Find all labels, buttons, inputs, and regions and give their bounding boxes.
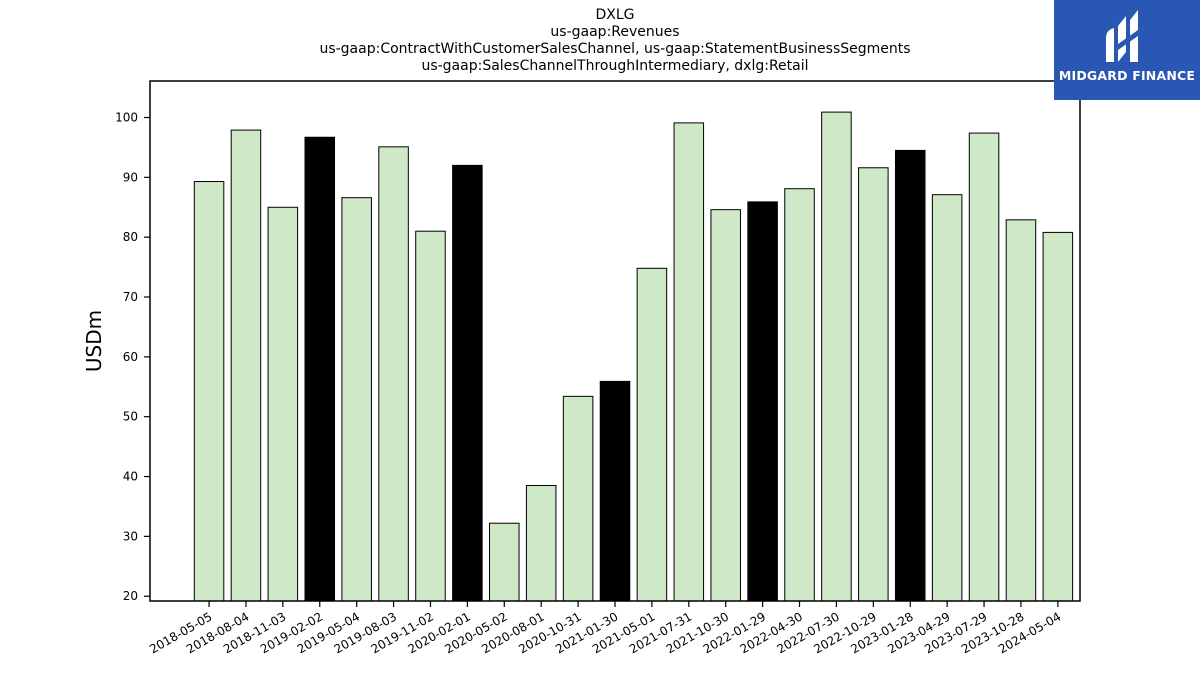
logo-mark-icon [1106,10,1138,62]
chart-title-line-2: us-gaap:Revenues [550,24,680,40]
bar-2018-11-03 [267,206,299,602]
y-axis-label: USDm [82,309,106,373]
midgard-finance-logo: MIDGARD FINANCE [1054,0,1200,100]
chart-title-line-3: us-gaap:ContractWithCustomerSalesChannel… [319,41,911,57]
bar-2021-05-01 [636,267,668,602]
bar-2020-02-01 [452,164,483,602]
chart-title-line-1: DXLG [595,7,635,23]
bar-2022-04-30 [784,188,815,602]
bar-2019-05-04 [341,197,372,602]
y-tick-label: 80 [123,230,138,244]
chart-title-line-4: us-gaap:SalesChannelThroughIntermediary,… [421,58,809,74]
bar-2019-08-03 [378,146,409,602]
bar-2023-07-29 [968,132,1000,602]
bar-2023-01-28 [894,149,926,602]
bar-2020-10-31 [562,395,594,602]
y-tick-label: 100 [115,111,138,125]
y-tick-label: 20 [123,589,138,603]
logo-text: MIDGARD FINANCE [1058,68,1196,83]
bar-2021-01-30 [599,380,631,602]
y-tick-label: 60 [123,350,138,364]
bar-2020-08-01 [525,485,557,602]
bar-2022-10-29 [858,167,889,602]
y-tick-label: 70 [123,290,138,304]
y-tick-label: 40 [123,470,138,484]
bar-2022-01-29 [747,201,778,602]
bar-2018-05-05 [193,181,225,602]
y-tick-label: 30 [123,529,138,543]
bar-2022-07-30 [821,111,852,602]
bar-2018-08-04 [230,129,262,602]
y-tick-label: 90 [123,170,138,184]
bar-2023-10-28 [1005,219,1037,602]
bar-2020-05-02 [489,522,520,602]
bar-2021-07-31 [673,122,705,602]
bar-2019-11-02 [415,230,446,602]
bar-2019-02-02 [304,136,336,602]
bar-2023-04-29 [931,194,963,602]
bar-2021-10-30 [710,209,741,602]
y-tick-label: 50 [123,410,138,424]
bar-2024-05-04 [1042,231,1074,602]
